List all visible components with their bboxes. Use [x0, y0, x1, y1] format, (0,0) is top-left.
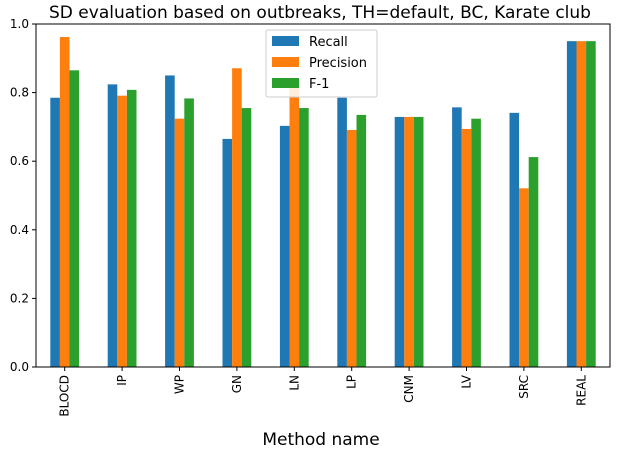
legend: Recall Precision F-1	[265, 29, 378, 98]
plot-area-frame	[35, 23, 611, 368]
y-tick-label: 0.2	[10, 291, 29, 305]
bar-f1-src	[528, 157, 539, 367]
x-tick-label-lp: LP	[345, 375, 359, 389]
legend-label-recall: Recall	[309, 35, 348, 50]
legend-label-precision: Precision	[309, 56, 367, 71]
legend-swatch-f1	[272, 78, 299, 88]
x-tick-label-ln: LN	[287, 375, 301, 391]
bar-recall-blocd	[50, 97, 60, 367]
bar-recall-gn	[222, 138, 233, 367]
bar-recall-real	[566, 41, 577, 368]
bar-f1-real	[586, 41, 596, 368]
y-tick-label: 0.4	[10, 223, 29, 237]
legend-swatch-precision	[272, 57, 299, 67]
bar-precision-ip	[117, 95, 127, 367]
y-tick-label: 0.8	[10, 86, 29, 100]
x-tick-label-src: SRC	[517, 375, 531, 399]
legend-swatch-recall	[272, 36, 299, 46]
bar-precision-gn	[232, 68, 242, 367]
bar-precision-cnm	[404, 116, 414, 367]
x-tick-label-cnm: CNM	[402, 375, 416, 403]
bar-precision-lv	[461, 128, 472, 367]
y-axis: 0.0 0.2 0.4 0.6 0.8 1.0	[10, 17, 36, 374]
bar-f1-lp	[356, 114, 367, 368]
y-tick-label: 0.0	[10, 360, 29, 374]
y-tick-label: 1.0	[10, 17, 29, 31]
x-tick-label-ip: IP	[115, 375, 129, 386]
bar-f1-cnm	[413, 116, 424, 367]
bar-recall-lv	[452, 107, 462, 367]
bar-f1-ln	[299, 108, 309, 367]
bar-precision-ln	[289, 81, 300, 367]
x-tick-label-blocd: BLOCD	[58, 375, 72, 417]
x-tick-label-lv: LV	[460, 374, 474, 388]
x-axis: BLOCD IP WP GN LN LP CNM LV SRC REAL	[58, 367, 588, 417]
bar-precision-blocd	[59, 37, 70, 367]
y-tick-label: 0.6	[10, 154, 29, 168]
bar-precision-real	[576, 41, 587, 368]
bar-precision-lp	[346, 129, 357, 367]
x-tick-label-gn: GN	[230, 375, 244, 393]
bar-f1-wp	[184, 98, 194, 368]
bar-recall-src	[509, 112, 520, 367]
bar-precision-wp	[174, 118, 185, 367]
bar-f1-ip	[126, 89, 137, 368]
bar-f1-blocd	[69, 70, 80, 367]
bar-recall-cnm	[394, 116, 405, 367]
bar-f1-gn	[241, 108, 252, 367]
x-tick-label-wp: WP	[173, 375, 187, 394]
bar-recall-wp	[165, 75, 175, 367]
bar-recall-ln	[279, 125, 290, 368]
x-axis-label: Method name	[262, 430, 379, 450]
bar-f1-lv	[471, 118, 481, 367]
chart-title: SD evaluation based on outbreaks, TH=def…	[49, 3, 591, 23]
bars-group	[50, 37, 596, 368]
bar-recall-ip	[107, 84, 118, 368]
x-tick-label-real: REAL	[574, 375, 588, 406]
bar-recall-lp	[337, 97, 347, 367]
bar-precision-src	[519, 188, 529, 367]
legend-label-f1: F-1	[309, 77, 329, 92]
